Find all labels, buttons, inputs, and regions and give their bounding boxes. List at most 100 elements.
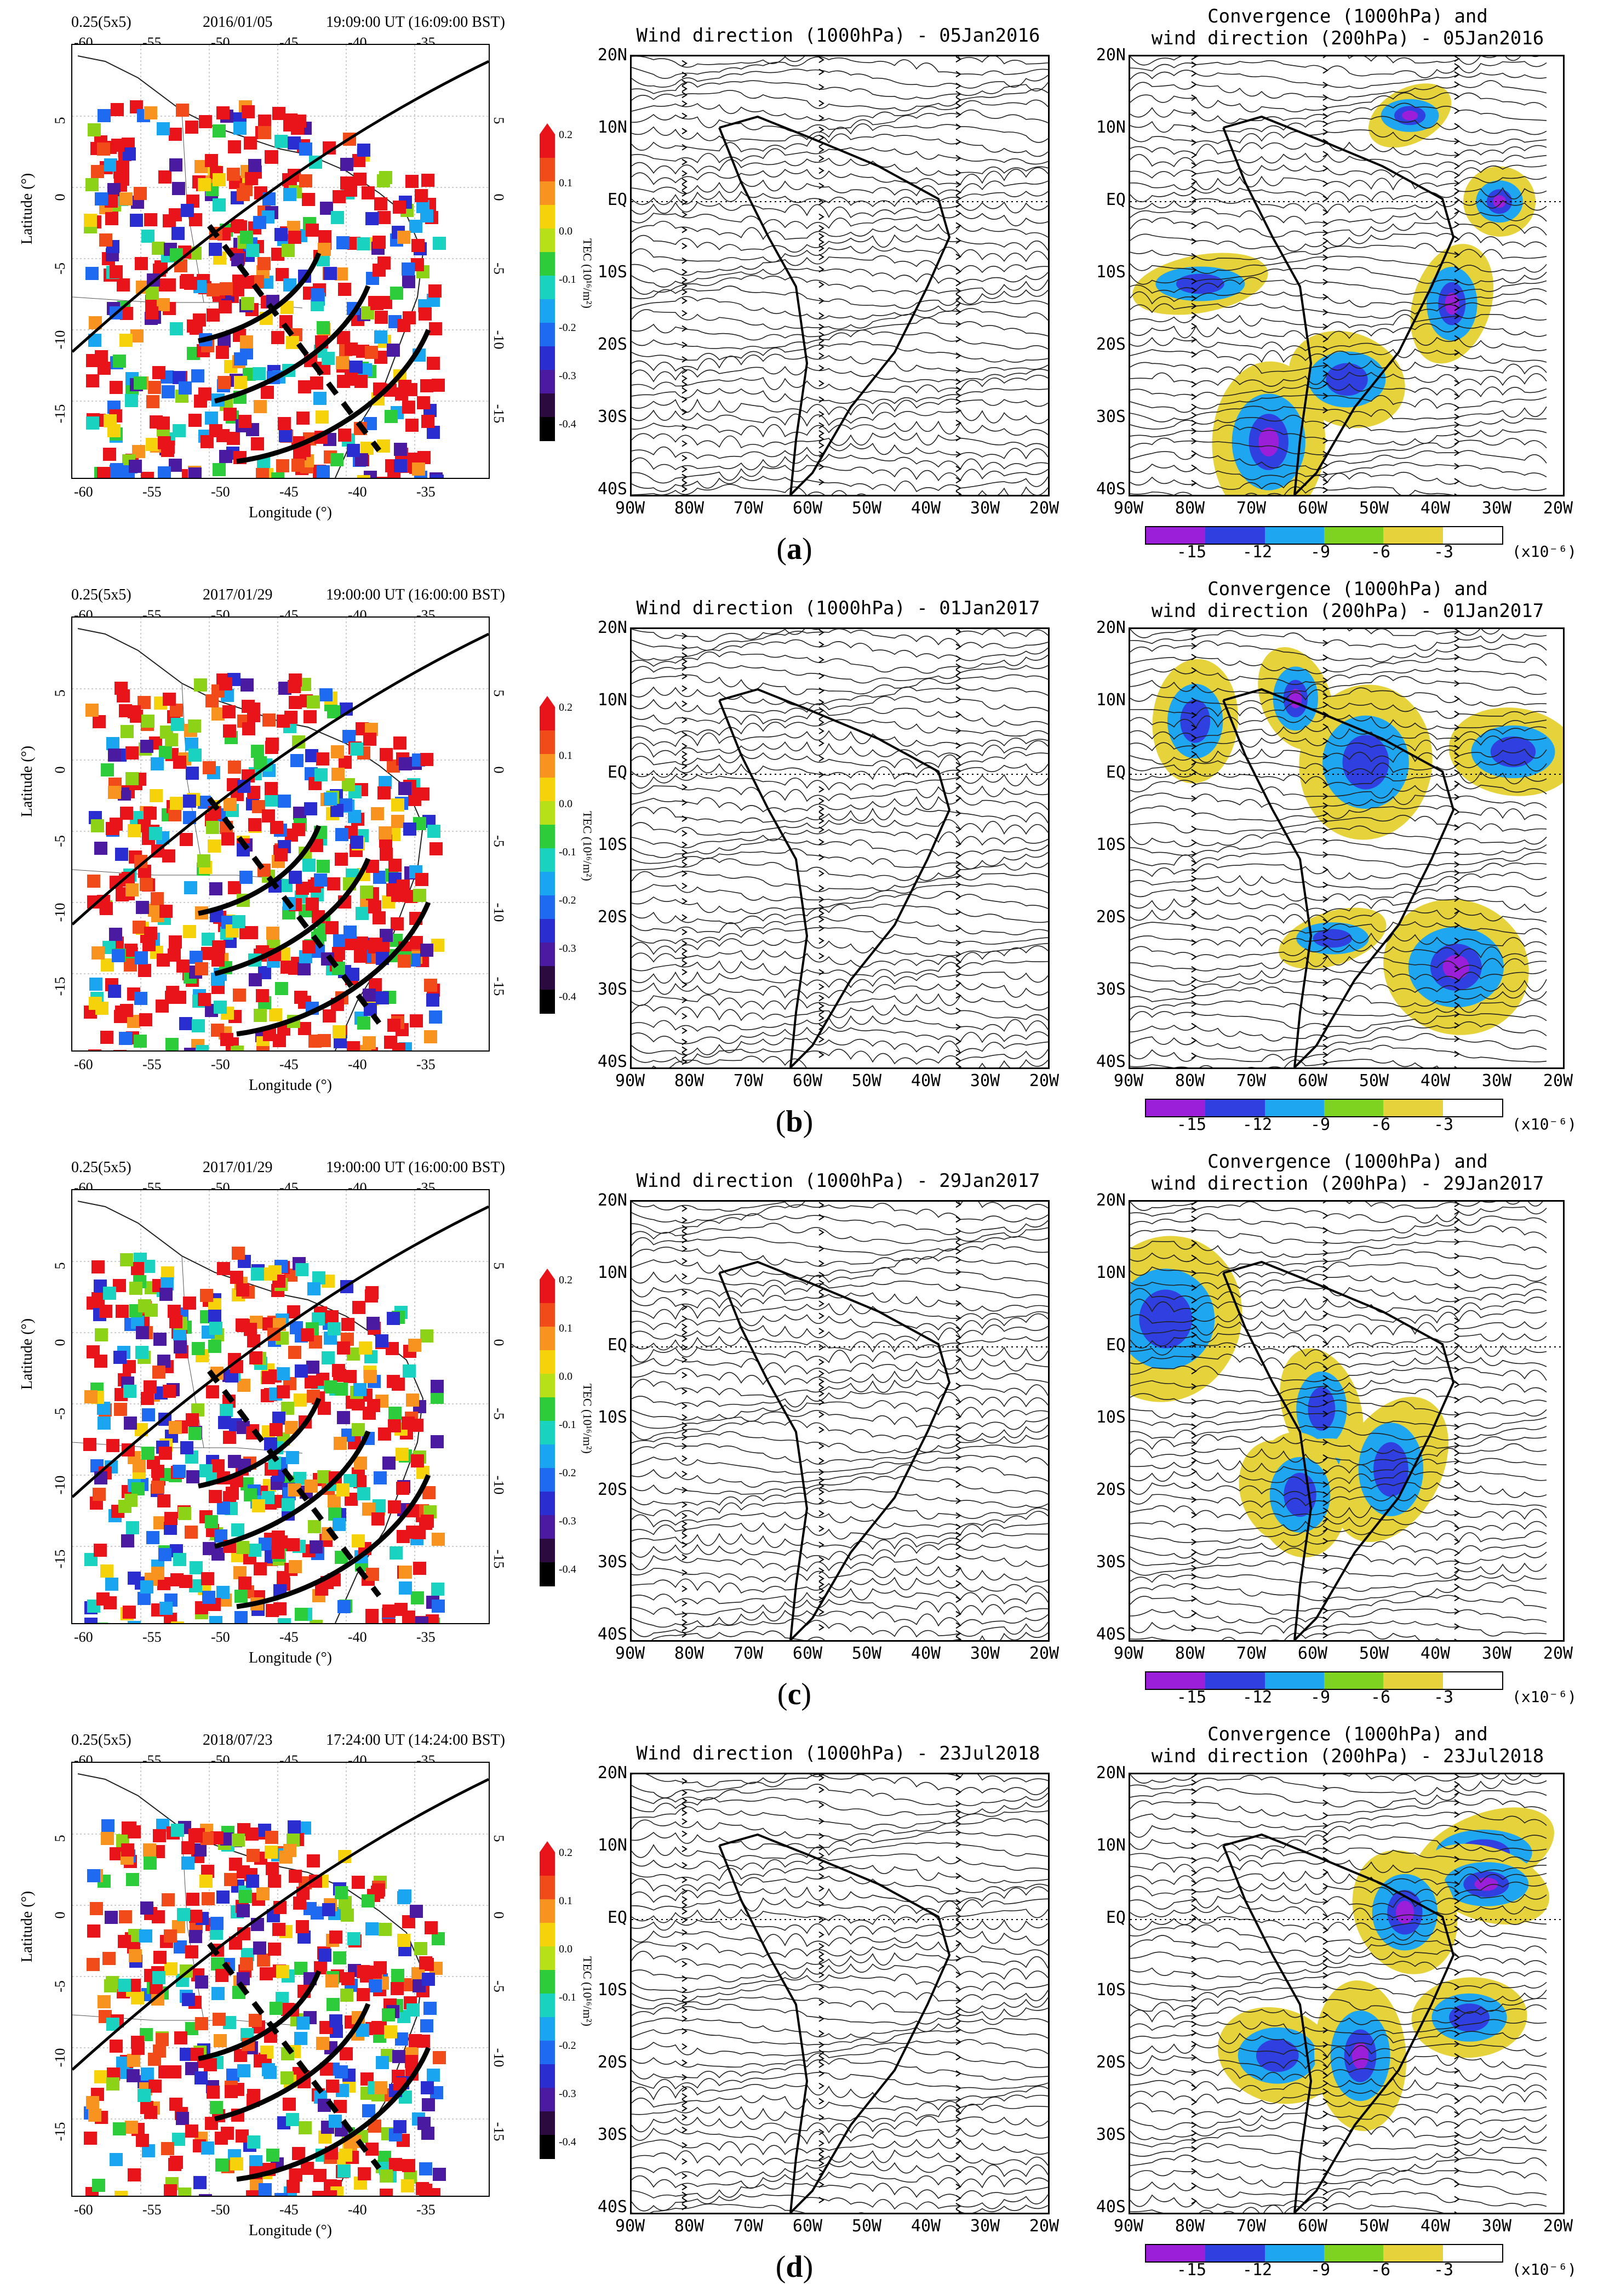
tec-left-tick: -10 xyxy=(52,2048,68,2067)
convergence-title-line2: wind direction (200hPa) - 29Jan2017 xyxy=(1151,1173,1544,1195)
legend-label: -15 xyxy=(1176,1115,1207,1134)
legend-unit: (x10⁻⁶) xyxy=(1512,2260,1577,2278)
wind-lat-tick: 10N xyxy=(597,1263,627,1282)
wind-lon-tick: 30W xyxy=(970,2217,1000,2236)
wind-direction-panel: Wind direction (1000hPa) - 01Jan2017 20N 1… xyxy=(592,575,1079,1101)
tec-colorbar xyxy=(540,696,555,1014)
wind-lon-tick: 60W xyxy=(792,1071,823,1090)
wind-lat-tick: EQ xyxy=(607,763,627,782)
wind-lat-tick: EQ xyxy=(607,190,627,209)
legend-swatch xyxy=(1205,1100,1265,1116)
tec-left-tick: -5 xyxy=(52,1980,68,1992)
tec-bottom-tick: -35 xyxy=(416,1629,436,1645)
legend-swatch xyxy=(1146,527,1206,544)
tec-left-tick: -15 xyxy=(52,404,68,424)
legend-swatch xyxy=(1383,1100,1443,1116)
wind-lon-tick: 50W xyxy=(851,1644,882,1663)
wind-lon-tick: 90W xyxy=(615,2217,645,2236)
wind-lon-tick: 20W xyxy=(1029,499,1060,518)
conv-lon-tick: 60W xyxy=(1297,1644,1328,1663)
legend-swatch xyxy=(1264,1672,1324,1689)
tec-left-tick: 0 xyxy=(52,1911,68,1919)
wind-lon-tick: 60W xyxy=(792,499,823,518)
tec-map-panel: 0.25(5x5) 2018/07/23 17:24:00 UT (14:24:00… xyxy=(0,1721,594,2247)
wind-lat-tick: 20S xyxy=(597,907,627,927)
legend-label: -9 xyxy=(1310,2260,1331,2280)
wind-lat-tick: 10S xyxy=(597,835,627,854)
tec-bottom-tick: -60 xyxy=(74,2202,93,2218)
conv-lon-tick: 50W xyxy=(1359,1644,1389,1663)
colorbar-tick: 0.0 xyxy=(559,798,572,810)
legend-swatch xyxy=(1324,1672,1384,1689)
tec-ylabel: Latitude (°) xyxy=(19,1891,36,1963)
tec-right-tick: -15 xyxy=(491,976,507,996)
wind-lat-tick: 20N xyxy=(597,1763,627,1783)
tec-left-tick: -10 xyxy=(52,903,68,922)
tec-ylabel: Latitude (°) xyxy=(19,745,36,818)
colorbar-tick: -0.1 xyxy=(559,273,576,285)
tec-left-tick: 0 xyxy=(52,766,68,774)
colorbar-tick: 0.0 xyxy=(559,1943,572,1955)
wind-lon-tick: 50W xyxy=(851,1071,882,1090)
conv-lon-tick: 90W xyxy=(1113,1644,1144,1663)
colorbar-tick: 0.2 xyxy=(559,1847,572,1859)
tec-map xyxy=(71,616,490,1052)
conv-lon-tick: 50W xyxy=(1359,2217,1389,2236)
conv-lon-tick: 20W xyxy=(1543,1644,1573,1663)
wind-lat-tick: 10N xyxy=(597,690,627,710)
legend-label: -6 xyxy=(1370,542,1391,562)
colorbar-tick: -0.2 xyxy=(559,1467,576,1479)
tec-left-tick: -15 xyxy=(52,976,68,996)
tec-date: 2017/01/29 xyxy=(203,586,273,603)
wind-lon-tick: 50W xyxy=(851,2217,882,2236)
conv-lat-tick: 20S xyxy=(1096,335,1126,354)
conv-lat-tick: 40S xyxy=(1096,1625,1126,1644)
wind-lon-tick: 70W xyxy=(733,1071,764,1090)
wind-title: Wind direction (1000hPa) - 23Jul2018 xyxy=(636,1743,1040,1764)
conv-lon-tick: 30W xyxy=(1481,499,1512,518)
tec-map xyxy=(71,1762,490,2197)
wind-lon-tick: 60W xyxy=(792,2217,823,2236)
colorbar-tick: -0.4 xyxy=(559,991,576,1003)
wind-lon-tick: 20W xyxy=(1029,2217,1060,2236)
legend-swatch xyxy=(1324,2245,1384,2261)
wind-lon-tick: 80W xyxy=(674,2217,705,2236)
conv-lat-tick: 30S xyxy=(1096,407,1126,426)
legend-swatch xyxy=(1383,1672,1443,1689)
tec-xlabel: Longitude (°) xyxy=(249,504,332,521)
conv-lon-tick: 40W xyxy=(1420,1071,1451,1090)
tec-bottom-tick: -45 xyxy=(279,1629,299,1645)
wind-lon-tick: 90W xyxy=(615,1644,645,1663)
colorbar-tick: 0.0 xyxy=(559,225,572,237)
wind-lon-tick: 40W xyxy=(910,1644,941,1663)
tec-right-tick: -15 xyxy=(491,2122,507,2141)
convergence-legend xyxy=(1145,1671,1503,1690)
colorbar-tick: -0.3 xyxy=(559,370,576,382)
wind-streamline-map xyxy=(630,627,1050,1069)
tec-left-tick: -10 xyxy=(52,1475,68,1495)
conv-lon-tick: 30W xyxy=(1481,1071,1512,1090)
wind-lat-tick: 10N xyxy=(597,118,627,137)
wind-lon-tick: 80W xyxy=(674,1644,705,1663)
figure-panel-a: 0.25(5x5) 2016/01/05 19:09:00 UT (16:09:00… xyxy=(0,3,1615,573)
conv-lon-tick: 30W xyxy=(1481,2217,1512,2236)
conv-lon-tick: 60W xyxy=(1297,2217,1328,2236)
legend-label: -9 xyxy=(1310,1688,1331,1707)
conv-lon-tick: 70W xyxy=(1236,1644,1267,1663)
legend-swatch xyxy=(1324,1100,1384,1116)
colorbar-tick: 0.0 xyxy=(559,1370,572,1383)
tec-left-tick: -5 xyxy=(52,262,68,275)
conv-lon-tick: 80W xyxy=(1175,1644,1205,1663)
conv-lat-tick: 20N xyxy=(1096,618,1126,637)
convergence-panel: Convergence (1000hPa) and wind direction … xyxy=(1074,1148,1615,1718)
legend-label: -3 xyxy=(1433,1688,1454,1707)
colorbar-tick: 0.1 xyxy=(559,1322,572,1334)
tec-right-tick: -15 xyxy=(491,1549,507,1569)
tec-left-tick: 0 xyxy=(52,193,68,201)
tec-left-tick: -15 xyxy=(52,2122,68,2141)
conv-lat-tick: 20S xyxy=(1096,907,1126,927)
wind-lon-tick: 60W xyxy=(792,1644,823,1663)
conv-lon-tick: 50W xyxy=(1359,499,1389,518)
tec-bottom-tick: -55 xyxy=(142,484,162,500)
conv-lon-tick: 30W xyxy=(1481,1644,1512,1663)
